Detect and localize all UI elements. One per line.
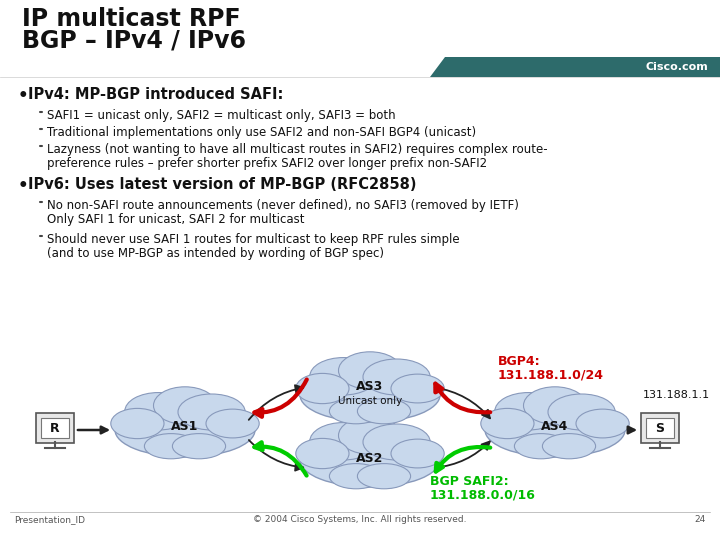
Ellipse shape <box>357 399 410 424</box>
FancyBboxPatch shape <box>641 413 679 443</box>
Text: •: • <box>18 87 29 105</box>
Ellipse shape <box>495 393 562 430</box>
Ellipse shape <box>145 434 197 459</box>
Ellipse shape <box>329 464 382 489</box>
FancyBboxPatch shape <box>36 413 74 443</box>
Ellipse shape <box>391 374 444 403</box>
Text: BGP – IPv4 / IPv6: BGP – IPv4 / IPv6 <box>22 28 246 52</box>
Text: AS1: AS1 <box>171 420 199 433</box>
Ellipse shape <box>481 408 534 438</box>
Ellipse shape <box>125 393 192 430</box>
Text: BGP4:: BGP4: <box>498 355 541 368</box>
Polygon shape <box>430 57 720 77</box>
Text: S: S <box>655 422 665 435</box>
Text: BGP SAFI2:: BGP SAFI2: <box>430 475 508 488</box>
FancyBboxPatch shape <box>646 418 674 438</box>
Ellipse shape <box>338 352 402 389</box>
Ellipse shape <box>296 438 349 469</box>
Text: SAFI1 = unicast only, SAFI2 = multicast only, SAFI3 = both: SAFI1 = unicast only, SAFI2 = multicast … <box>47 109 395 122</box>
Text: AS4: AS4 <box>541 420 569 433</box>
Ellipse shape <box>523 387 587 424</box>
Ellipse shape <box>391 439 444 468</box>
Ellipse shape <box>206 409 259 438</box>
Text: Cisco.com: Cisco.com <box>645 62 708 72</box>
Ellipse shape <box>329 399 382 424</box>
Ellipse shape <box>310 423 377 460</box>
Text: (and to use MP-BGP as intended by wording of BGP spec): (and to use MP-BGP as intended by wordin… <box>47 247 384 260</box>
Ellipse shape <box>514 434 567 459</box>
Text: AS2: AS2 <box>356 451 384 464</box>
Ellipse shape <box>178 394 246 430</box>
Text: 24: 24 <box>695 516 706 524</box>
Text: © 2004 Cisco Systems, Inc. All rights reserved.: © 2004 Cisco Systems, Inc. All rights re… <box>253 516 467 524</box>
Ellipse shape <box>111 408 164 438</box>
Ellipse shape <box>153 387 217 424</box>
Text: AS3: AS3 <box>356 381 384 394</box>
Ellipse shape <box>310 357 377 395</box>
Text: •: • <box>18 177 29 195</box>
Text: IPv6: Uses latest version of MP-BGP (RFC2858): IPv6: Uses latest version of MP-BGP (RFC… <box>28 177 416 192</box>
FancyBboxPatch shape <box>41 418 69 438</box>
Ellipse shape <box>576 409 629 438</box>
Ellipse shape <box>542 434 595 459</box>
Text: Should never use SAFI 1 routes for multicast to keep RPF rules simple: Should never use SAFI 1 routes for multi… <box>47 233 459 246</box>
Ellipse shape <box>357 464 410 489</box>
Text: Only SAFI 1 for unicast, SAFI 2 for multicast: Only SAFI 1 for unicast, SAFI 2 for mult… <box>47 213 305 226</box>
Ellipse shape <box>300 368 440 422</box>
Text: Unicast only: Unicast only <box>338 396 402 406</box>
Text: No non-SAFI route announcements (never defined), no SAFI3 (removed by IETF): No non-SAFI route announcements (never d… <box>47 199 519 212</box>
Text: 131.188.1.1: 131.188.1.1 <box>643 390 710 400</box>
Text: IP multicast RPF: IP multicast RPF <box>22 7 240 31</box>
Text: 131.188.1.0/24: 131.188.1.0/24 <box>498 368 604 381</box>
Text: 131.188.0.0/16: 131.188.0.0/16 <box>430 488 536 501</box>
Text: Presentation_ID: Presentation_ID <box>14 516 85 524</box>
Ellipse shape <box>485 403 625 457</box>
Ellipse shape <box>338 417 402 454</box>
Text: Lazyness (not wanting to have all multicast routes in SAFI2) requires complex ro: Lazyness (not wanting to have all multic… <box>47 143 548 156</box>
Ellipse shape <box>363 424 431 460</box>
Text: Traditional implementations only use SAFI2 and non-SAFI BGP4 (unicast): Traditional implementations only use SAF… <box>47 126 476 139</box>
Ellipse shape <box>363 359 431 395</box>
Text: R: R <box>50 422 60 435</box>
Ellipse shape <box>300 433 440 487</box>
Ellipse shape <box>296 373 349 403</box>
Ellipse shape <box>172 434 225 459</box>
Text: preference rules – prefer shorter prefix SAFI2 over longer prefix non-SAFI2: preference rules – prefer shorter prefix… <box>47 157 487 170</box>
Ellipse shape <box>115 403 255 457</box>
Ellipse shape <box>548 394 615 430</box>
Text: IPv4: MP-BGP introduced SAFI:: IPv4: MP-BGP introduced SAFI: <box>28 87 284 102</box>
